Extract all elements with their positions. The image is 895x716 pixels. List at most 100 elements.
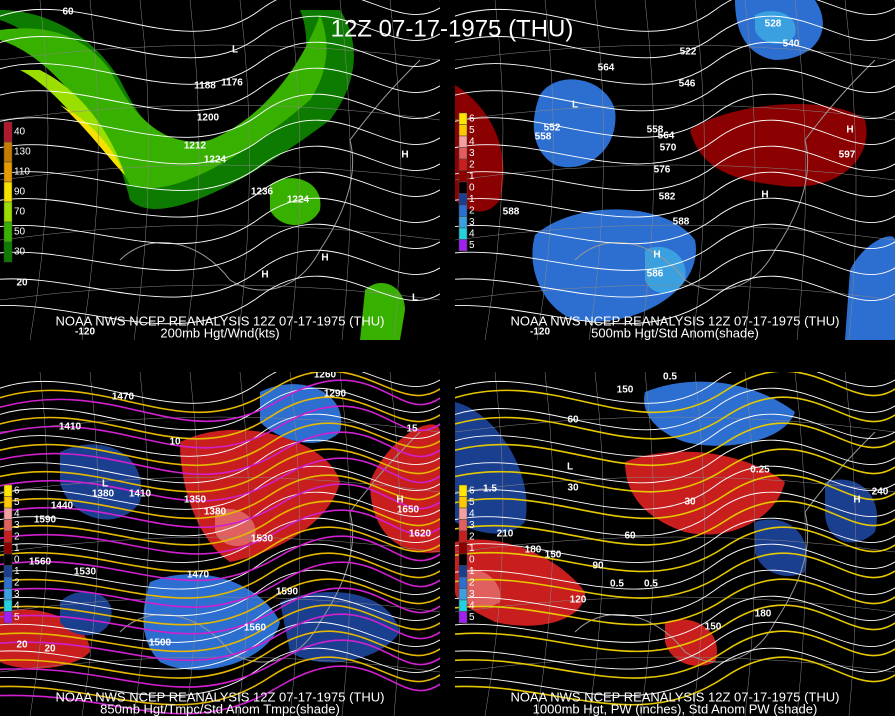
legend-swatch — [3, 576, 13, 589]
contour-label: 10 — [169, 437, 181, 448]
graticule — [794, 372, 806, 716]
graticule — [844, 0, 857, 340]
contour — [0, 595, 440, 643]
legend-label: 70 — [14, 207, 26, 218]
contour-label: 20 — [16, 278, 28, 289]
legend-swatch — [458, 519, 468, 532]
contour — [0, 656, 440, 706]
contour — [0, 569, 440, 617]
map-panel: 60 1188 1176 1200 1212 1224 1236 1224 H H H L L 20 -12… — [0, 0, 440, 340]
contour — [0, 372, 440, 404]
legend-label: 1 — [469, 566, 475, 577]
contour — [0, 15, 440, 59]
contour — [0, 249, 440, 298]
legend-label: 0 — [469, 554, 475, 565]
contour — [0, 413, 440, 457]
legend-label: 2 — [469, 205, 475, 216]
contour-label: -120 — [530, 327, 550, 338]
contour-label: 597 — [839, 150, 856, 161]
contour-label: 90 — [592, 561, 604, 572]
contour — [455, 621, 895, 670]
contour — [455, 500, 895, 546]
legend-label: 5 — [469, 497, 475, 508]
contour — [455, 171, 895, 218]
legend-swatch — [3, 121, 13, 143]
graticule — [455, 164, 895, 181]
legend-swatch — [3, 553, 13, 566]
contour — [455, 517, 895, 563]
contour-label: 1200 — [197, 113, 220, 124]
legend-label: 3 — [469, 148, 475, 159]
contour-label: 1.5 — [483, 484, 497, 495]
contour — [455, 372, 895, 414]
map-panel: L552558564546522528540558564570576582588… — [455, 0, 895, 340]
contour-label: 1590 — [34, 515, 57, 526]
contour — [455, 145, 895, 191]
contour — [0, 500, 440, 546]
contour-label: H — [396, 495, 403, 506]
contour-label: 582 — [659, 192, 676, 203]
contour — [0, 405, 440, 449]
legend-label: 3 — [14, 520, 20, 531]
contour-label: 240 — [872, 487, 889, 498]
shading — [60, 444, 142, 520]
legend-label: 5 — [469, 240, 475, 251]
panel-caption: 500mb Hgt/Std Anom(shade) — [591, 325, 759, 340]
contour-label: 1560 — [29, 557, 52, 568]
legend-label: 2 — [469, 577, 475, 588]
contour — [0, 0, 440, 32]
panel-caption: 850mb Hgt/Tmpc/Std Anom Tmpc(shade) — [100, 701, 340, 716]
legend-label: 2 — [469, 159, 475, 170]
main-title: 12Z 07-17-1975 (THU) — [331, 15, 574, 42]
contour-label: 564 — [598, 63, 615, 74]
contour — [455, 15, 895, 59]
legend-label: 1 — [469, 194, 475, 205]
contour — [0, 448, 440, 493]
contour-label: 60 — [567, 415, 579, 426]
graticule — [185, 0, 200, 340]
contour — [0, 509, 440, 555]
legend-swatch — [3, 519, 13, 532]
graticule — [794, 0, 806, 340]
graticule — [640, 0, 655, 340]
contour — [455, 422, 895, 467]
contour-label: 1380 — [92, 489, 115, 500]
graticule — [455, 476, 895, 493]
legend-swatch — [3, 507, 13, 520]
contour — [0, 372, 440, 414]
contour — [0, 145, 440, 191]
graticule — [455, 596, 895, 613]
contour-label: 210 — [497, 529, 514, 540]
shading — [270, 178, 321, 225]
legend-swatch — [458, 204, 468, 217]
legend-swatch — [458, 542, 468, 555]
contour — [0, 604, 440, 653]
legend-swatch — [458, 181, 468, 194]
contour-label: 522 — [680, 47, 697, 58]
legend-label: 1 — [14, 543, 20, 554]
contour-label: 546 — [679, 79, 696, 90]
contour-label: 1530 — [74, 567, 97, 578]
legend-swatch — [458, 124, 468, 137]
legend-swatch — [458, 599, 468, 612]
contour-label: 120 — [570, 595, 587, 606]
contour — [0, 535, 440, 582]
contour — [455, 474, 895, 520]
legend-label: 40 — [14, 127, 26, 138]
contour — [0, 578, 440, 626]
legend-swatch — [458, 496, 468, 509]
legend-label: 3 — [469, 589, 475, 600]
legend-swatch — [3, 599, 13, 612]
legend-label: 6 — [469, 113, 475, 124]
legend-label: 4 — [469, 600, 475, 611]
contour — [455, 197, 895, 245]
contour-label: 552 — [544, 123, 561, 134]
panel-caption: NOAA NWS NCEP REANALYSIS 12Z 07-17-1975 … — [56, 689, 385, 704]
graticule — [0, 284, 440, 301]
contour-label: 1500 — [149, 638, 172, 649]
legend-swatch — [458, 193, 468, 206]
contour — [455, 93, 895, 138]
legend-swatch — [458, 576, 468, 589]
graticule — [133, 372, 149, 716]
